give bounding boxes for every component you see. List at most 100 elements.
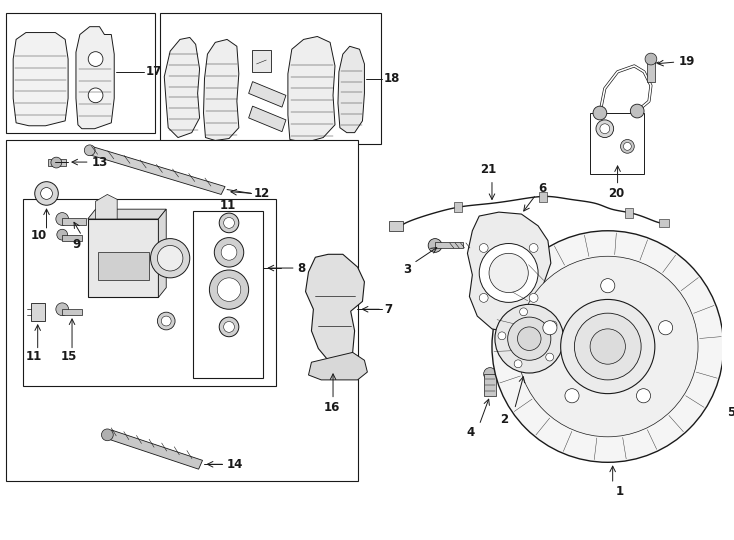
Circle shape bbox=[150, 239, 190, 278]
Bar bbox=[454, 202, 462, 212]
Polygon shape bbox=[159, 209, 166, 298]
Circle shape bbox=[219, 213, 239, 233]
Circle shape bbox=[593, 106, 607, 120]
Bar bbox=[647, 60, 655, 82]
Bar bbox=[7, 13, 156, 133]
Circle shape bbox=[529, 293, 538, 302]
Circle shape bbox=[529, 244, 538, 252]
Circle shape bbox=[157, 246, 183, 271]
Circle shape bbox=[51, 157, 62, 168]
Circle shape bbox=[546, 353, 553, 361]
Circle shape bbox=[209, 270, 249, 309]
Polygon shape bbox=[338, 46, 364, 133]
Bar bbox=[659, 219, 669, 227]
Text: 12: 12 bbox=[253, 187, 270, 200]
Circle shape bbox=[157, 312, 175, 330]
Bar bbox=[389, 221, 403, 231]
Circle shape bbox=[56, 303, 68, 315]
Text: 18: 18 bbox=[384, 72, 401, 85]
Text: 15: 15 bbox=[60, 350, 76, 363]
Polygon shape bbox=[164, 37, 200, 138]
Circle shape bbox=[514, 360, 522, 368]
Circle shape bbox=[658, 321, 672, 335]
Circle shape bbox=[84, 145, 95, 156]
Polygon shape bbox=[107, 430, 203, 469]
Circle shape bbox=[479, 293, 488, 302]
Circle shape bbox=[88, 88, 103, 103]
Polygon shape bbox=[95, 194, 117, 219]
Polygon shape bbox=[13, 32, 68, 126]
Circle shape bbox=[726, 362, 734, 380]
Circle shape bbox=[484, 368, 496, 380]
Text: 11: 11 bbox=[26, 350, 42, 363]
Circle shape bbox=[489, 253, 528, 293]
Text: 7: 7 bbox=[384, 303, 392, 316]
Polygon shape bbox=[249, 106, 286, 132]
Text: 3: 3 bbox=[404, 262, 412, 275]
Circle shape bbox=[479, 244, 488, 252]
Circle shape bbox=[517, 327, 541, 350]
Circle shape bbox=[101, 429, 113, 441]
Bar bbox=[7, 139, 357, 481]
Circle shape bbox=[40, 187, 52, 199]
Bar bbox=[23, 199, 276, 386]
Text: 2: 2 bbox=[500, 413, 508, 426]
Circle shape bbox=[561, 300, 655, 394]
Circle shape bbox=[498, 332, 506, 340]
Bar bbox=[31, 303, 45, 321]
Text: 5: 5 bbox=[727, 406, 734, 419]
Bar bbox=[484, 374, 496, 396]
Bar bbox=[98, 252, 148, 280]
Polygon shape bbox=[88, 219, 159, 298]
Circle shape bbox=[565, 389, 579, 403]
Circle shape bbox=[575, 313, 641, 380]
Text: 19: 19 bbox=[678, 56, 695, 69]
Polygon shape bbox=[288, 37, 335, 143]
Bar bbox=[252, 50, 272, 72]
Circle shape bbox=[495, 305, 564, 373]
Polygon shape bbox=[468, 212, 550, 334]
Circle shape bbox=[56, 213, 68, 225]
Circle shape bbox=[34, 181, 58, 205]
Bar bbox=[62, 219, 86, 225]
Circle shape bbox=[57, 230, 68, 240]
Polygon shape bbox=[308, 353, 368, 380]
Circle shape bbox=[520, 308, 528, 316]
Circle shape bbox=[596, 120, 614, 138]
Polygon shape bbox=[305, 254, 364, 362]
Circle shape bbox=[479, 244, 538, 302]
Circle shape bbox=[224, 321, 234, 332]
Bar bbox=[435, 242, 462, 248]
Text: 6: 6 bbox=[538, 182, 546, 195]
Text: 4: 4 bbox=[467, 427, 475, 440]
Circle shape bbox=[600, 124, 610, 133]
Circle shape bbox=[214, 238, 244, 267]
Bar bbox=[590, 113, 644, 174]
Circle shape bbox=[492, 231, 724, 462]
Circle shape bbox=[636, 389, 650, 403]
Text: 13: 13 bbox=[92, 156, 108, 168]
Text: 16: 16 bbox=[323, 401, 340, 414]
Text: 17: 17 bbox=[145, 65, 162, 78]
Bar bbox=[625, 208, 633, 218]
Circle shape bbox=[730, 366, 734, 376]
Circle shape bbox=[549, 321, 557, 329]
Text: 20: 20 bbox=[608, 187, 624, 200]
Bar bbox=[193, 211, 264, 378]
Circle shape bbox=[543, 321, 557, 335]
Text: 10: 10 bbox=[31, 229, 47, 242]
Circle shape bbox=[161, 316, 171, 326]
Circle shape bbox=[623, 143, 631, 150]
Circle shape bbox=[620, 139, 634, 153]
Circle shape bbox=[428, 239, 442, 252]
Polygon shape bbox=[88, 146, 225, 194]
Circle shape bbox=[590, 329, 625, 364]
Polygon shape bbox=[203, 39, 239, 140]
Bar bbox=[48, 159, 66, 166]
Circle shape bbox=[219, 317, 239, 337]
Circle shape bbox=[224, 218, 234, 228]
Circle shape bbox=[600, 279, 615, 293]
Polygon shape bbox=[249, 82, 286, 107]
Text: 14: 14 bbox=[227, 458, 244, 471]
Circle shape bbox=[508, 317, 550, 360]
